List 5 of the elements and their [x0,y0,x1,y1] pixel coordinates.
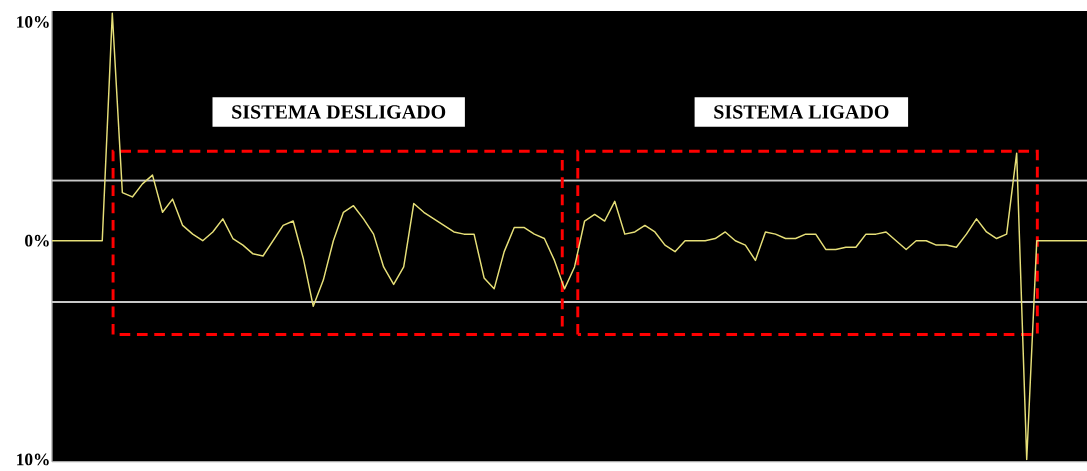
y-tick-label: 10% [17,453,49,466]
annotation: SISTEMA LIGADO [714,105,889,119]
y-tick-label: 0% [25,234,49,247]
annotation: SISTEMA DESLIGADO [232,105,446,119]
y-tick-label: 10% [17,16,49,28]
